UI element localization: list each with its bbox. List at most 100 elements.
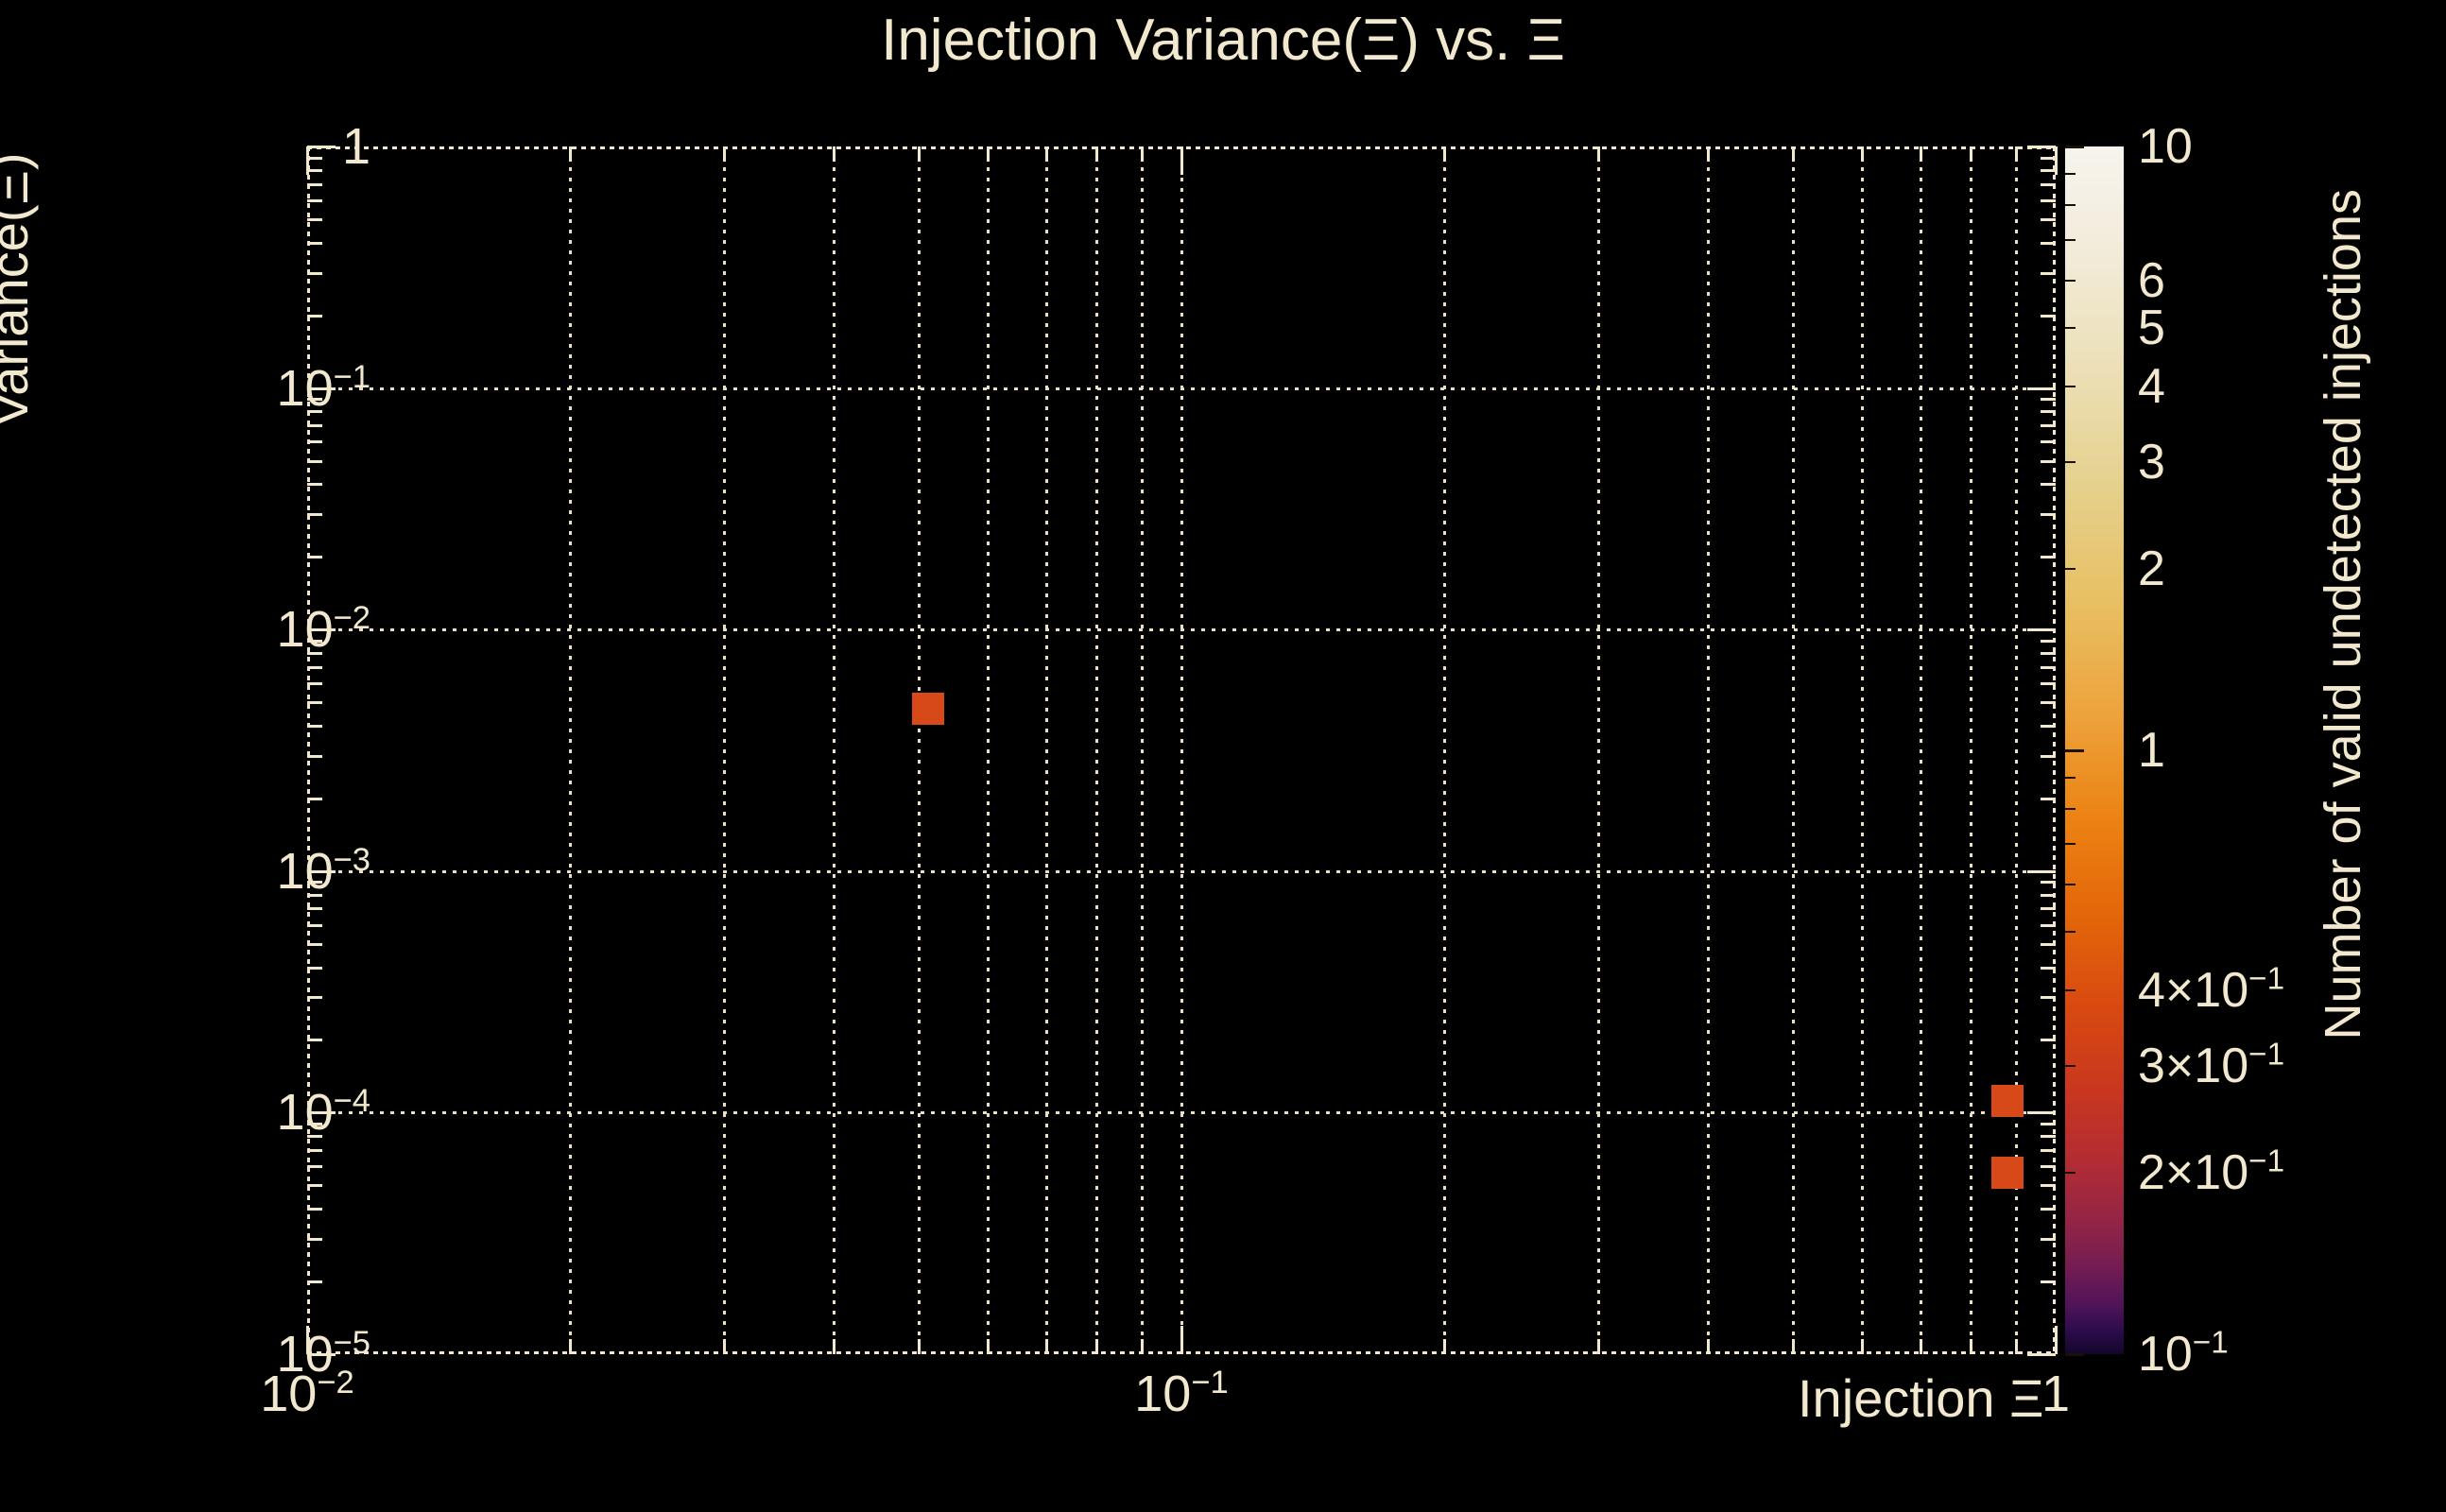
colorbar-tick <box>2065 1065 2076 1068</box>
x-gridline-minor <box>832 146 835 1354</box>
colorbar-tick <box>2065 386 2076 388</box>
x-gridline-minor <box>723 146 727 1354</box>
x-tick-minor-top <box>1970 146 1973 162</box>
y-tick-major <box>307 869 336 873</box>
y-tick-minor <box>307 271 322 275</box>
y-tick-label: 10−5 <box>276 1325 370 1383</box>
y-tick-minor <box>307 881 322 885</box>
y-tick-minor-right <box>2041 1238 2056 1242</box>
data-point <box>1990 1084 2024 1117</box>
x-tick-minor <box>1044 1339 1048 1354</box>
colorbar-tick <box>2065 749 2084 752</box>
y-tick-minor <box>307 1039 322 1042</box>
colorbar-tick <box>2065 989 2076 992</box>
x-gridline-minor <box>569 146 573 1354</box>
colorbar-tick-label: 5 <box>2138 301 2165 356</box>
x-tick-major <box>1180 1326 1183 1354</box>
colorbar-tick-label: 10 <box>2138 119 2193 174</box>
data-point <box>911 693 944 725</box>
x-tick-minor-top <box>569 146 573 162</box>
y-tick-major <box>307 146 336 148</box>
x-tick-minor <box>1860 1339 1864 1354</box>
y-tick-minor-right <box>2041 639 2056 643</box>
y-tick-major-right <box>2027 1353 2056 1356</box>
colorbar-tick <box>2065 842 2076 845</box>
y-tick-major <box>307 387 336 390</box>
x-tick-minor <box>1443 1339 1447 1354</box>
colorbar-tick <box>2065 1171 2076 1174</box>
x-tick-minor-top <box>2014 146 2018 162</box>
y-tick-label: 10−3 <box>276 841 370 900</box>
x-tick-minor-top <box>832 146 835 162</box>
colorbar-tick <box>2065 777 2076 780</box>
y-tick-minor <box>307 1238 322 1242</box>
x-gridline-minor <box>1970 146 1973 1354</box>
y-tick-minor <box>307 665 322 669</box>
y-tick-minor-right <box>2041 907 2056 911</box>
y-gridline <box>307 1111 2056 1115</box>
y-tick-minor <box>307 483 322 487</box>
x-tick-minor-top <box>1860 146 1864 162</box>
colorbar-tick <box>2065 807 2076 810</box>
y-tick-minor <box>307 182 322 186</box>
y-tick-minor-right <box>2041 410 2056 414</box>
y-tick-minor-right <box>2041 1039 2056 1042</box>
colorbar-tick <box>2065 279 2076 282</box>
x-tick-minor-top <box>986 146 990 162</box>
y-tick-minor-right <box>2041 314 2056 318</box>
x-gridline-minor <box>1597 146 1601 1354</box>
y-tick-minor <box>307 1184 322 1188</box>
x-gridline-minor <box>1443 146 1447 1354</box>
x-tick-minor-top <box>1791 146 1795 162</box>
y-tick-minor-right <box>2041 1184 2056 1188</box>
x-gridline-minor <box>1140 146 1144 1354</box>
y-tick-minor-right <box>2041 440 2056 444</box>
x-tick-minor <box>569 1339 573 1354</box>
x-gridline-minor <box>1791 146 1795 1354</box>
colorbar-tick <box>2065 146 2084 148</box>
y-tick-minor-right <box>2041 168 2056 172</box>
y-tick-minor-right <box>2041 665 2056 669</box>
x-tick-minor <box>1706 1339 1710 1354</box>
y-tick-minor <box>307 681 322 685</box>
y-tick-minor-right <box>2041 513 2056 517</box>
y-tick-minor <box>307 459 322 463</box>
y-tick-minor-right <box>2041 459 2056 463</box>
y-tick-minor-right <box>2041 241 2056 245</box>
colorbar <box>2065 146 2124 1356</box>
y-tick-minor-right <box>2041 966 2056 970</box>
y-tick-minor <box>307 398 322 402</box>
x-tick-major-top <box>1180 146 1183 175</box>
x-gridline-minor <box>1706 146 1710 1354</box>
x-gridline-minor <box>1919 146 1922 1354</box>
x-tick-minor <box>1095 1339 1099 1354</box>
y-tick-major-right <box>2027 869 2056 873</box>
y-tick-minor-right <box>2041 1208 2056 1211</box>
y-tick-minor-right <box>2041 217 2056 221</box>
y-tick-minor-right <box>2041 996 2056 1000</box>
frame-edge-left <box>307 146 310 1354</box>
y-tick-minor-right <box>2041 942 2056 946</box>
colorbar-tick-label: 4 <box>2138 359 2165 415</box>
x-gridline-minor <box>1860 146 1864 1354</box>
x-tick-minor <box>986 1339 990 1354</box>
y-tick-minor-right <box>2041 1165 2056 1169</box>
y-tick-minor <box>307 410 322 414</box>
colorbar-tick-label: 6 <box>2138 252 2165 308</box>
y-tick-minor <box>307 198 322 202</box>
colorbar-tick <box>2065 1353 2084 1356</box>
y-tick-minor <box>307 1165 322 1169</box>
y-tick-major-right <box>2027 387 2056 390</box>
colorbar-tick-label: 3×10−1 <box>2138 1037 2285 1094</box>
y-tick-major <box>307 628 336 632</box>
y-tick-minor-right <box>2041 1123 2056 1126</box>
x-tick-minor-top <box>917 146 921 162</box>
y-tick-major <box>307 1353 336 1356</box>
y-tick-minor <box>307 513 322 517</box>
colorbar-tick <box>2065 567 2076 570</box>
y-tick-minor <box>307 701 322 705</box>
x-gridline-minor <box>986 146 990 1354</box>
x-gridline-minor <box>1044 146 1048 1354</box>
y-tick-minor-right <box>2041 182 2056 186</box>
